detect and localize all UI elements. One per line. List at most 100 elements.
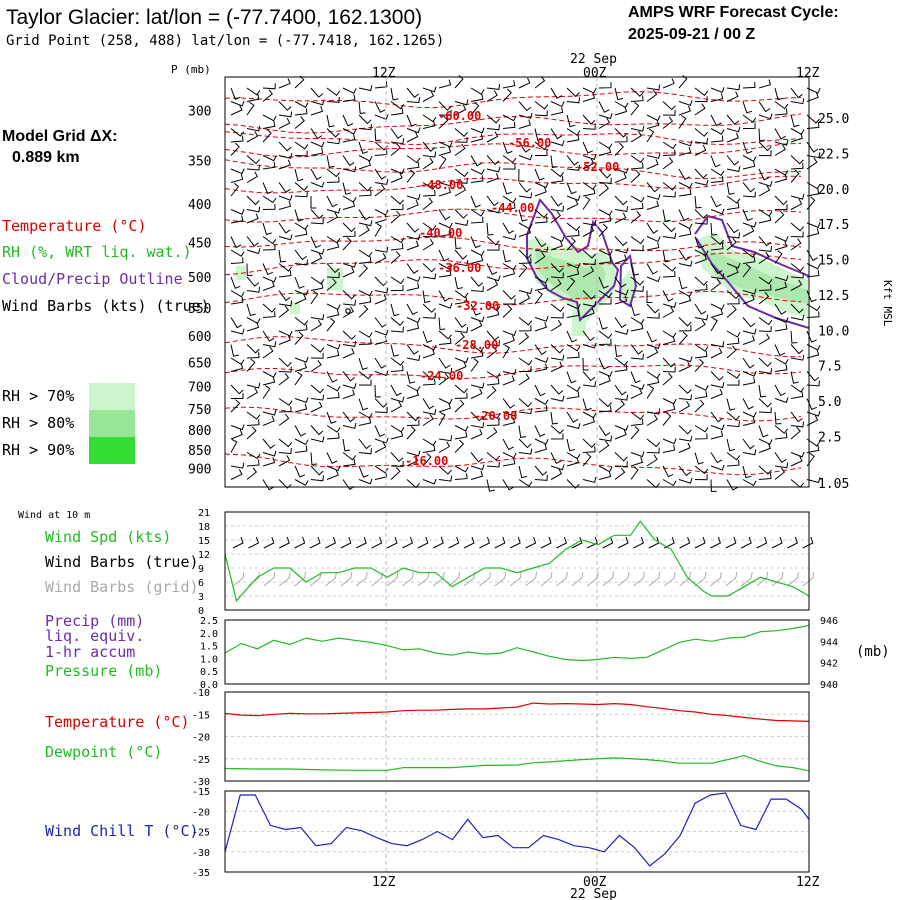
wind-barb xyxy=(502,163,516,170)
wind-barb xyxy=(390,138,405,145)
wind-barb xyxy=(806,196,816,210)
wind-barb xyxy=(598,223,608,237)
pressure-tick: 750 xyxy=(188,403,211,418)
wind-barb xyxy=(278,200,292,210)
wind-barb xyxy=(630,323,644,332)
wind-barb xyxy=(694,137,708,144)
wind-barb xyxy=(710,93,724,102)
wind-barb xyxy=(278,330,293,337)
wind-barb xyxy=(678,442,691,453)
wind-barb xyxy=(534,315,549,322)
wind-barb xyxy=(262,195,277,204)
wind-barb xyxy=(758,368,773,374)
wind-barb xyxy=(310,181,325,188)
wind-barb xyxy=(566,97,580,104)
wind-barb xyxy=(374,222,382,237)
wind-barb xyxy=(486,195,499,207)
wind-barb xyxy=(470,388,483,399)
wind-barb xyxy=(742,155,757,162)
wind-barb xyxy=(582,416,596,426)
wind-barb xyxy=(246,419,260,426)
wind-barb xyxy=(262,385,271,399)
wind-barb xyxy=(630,210,642,224)
wind-barb xyxy=(774,236,789,242)
wind-barb xyxy=(806,222,821,229)
wind-barb xyxy=(502,438,514,451)
wind-barb xyxy=(806,228,820,237)
wind-barb xyxy=(231,393,244,399)
legend-liq-equiv: liq. equiv. xyxy=(45,627,144,645)
wind-barb xyxy=(262,222,272,236)
temp-dewpoint-panel: Temperature (°C) Dewpoint (°C) -10 -15 -20… xyxy=(45,688,810,788)
wind-barb xyxy=(710,236,724,246)
wind-barb xyxy=(774,101,789,110)
wind-barb xyxy=(534,251,546,264)
precip-tick: 0.0 xyxy=(200,680,218,691)
wind-chill-panel: Wind Chill T (°C) -15 -20 -25 -30 -35 xyxy=(45,787,810,879)
wind-barb xyxy=(502,452,517,459)
wind-barb xyxy=(694,351,708,359)
wind-barb xyxy=(550,140,565,147)
wind-barb xyxy=(406,411,420,422)
wind-barb xyxy=(550,279,562,291)
wind-barb xyxy=(470,464,485,471)
wind-barb-grid xyxy=(294,571,307,587)
wind-barb xyxy=(262,244,276,251)
wind-barb xyxy=(230,104,243,116)
wind-barb xyxy=(518,141,531,153)
model-grid-label: Model Grid ΔX: xyxy=(2,128,118,145)
wind-barb xyxy=(470,249,485,257)
pressure-unit: (mb) xyxy=(856,644,890,660)
wind-barb xyxy=(326,87,341,97)
wind-barb xyxy=(550,361,563,372)
wind-barb xyxy=(358,155,373,162)
wind-barb xyxy=(630,202,644,210)
wind-barb xyxy=(294,141,309,150)
wind-barb xyxy=(678,140,693,147)
wind-barb xyxy=(374,246,389,253)
wind-barb xyxy=(342,330,356,340)
wind-barb xyxy=(758,407,772,414)
wind-barb xyxy=(246,131,259,143)
wind-barb xyxy=(246,263,253,277)
wind-barb xyxy=(230,399,241,413)
wind-barb xyxy=(710,341,725,348)
wind-barb xyxy=(598,440,610,453)
wind-barb xyxy=(678,425,692,435)
wind-barb-true xyxy=(756,536,768,549)
pressure-axis-title: P (mb) xyxy=(171,63,211,76)
wind-speed-tick: 6 xyxy=(198,578,204,589)
wind-barb xyxy=(294,228,308,237)
wind-barb xyxy=(726,459,740,467)
wind-barb xyxy=(742,249,757,258)
wind-barb xyxy=(726,126,741,133)
wind-barb xyxy=(534,290,543,305)
wind-barb xyxy=(342,261,357,268)
wind-barb xyxy=(390,236,405,244)
wind-barb xyxy=(630,457,644,467)
wind-barb xyxy=(310,196,317,209)
wind-barb xyxy=(566,351,580,359)
wind-barb xyxy=(742,417,756,426)
wind-barb xyxy=(806,303,821,312)
wind-barb xyxy=(326,452,338,464)
wind-barb xyxy=(358,256,372,264)
wind-barb xyxy=(534,363,548,372)
wind-barb xyxy=(518,168,525,182)
wind-barb xyxy=(486,236,500,246)
wind-barb xyxy=(598,113,613,120)
wind-barb xyxy=(582,123,596,130)
wind-barb xyxy=(454,431,468,440)
wind-barb xyxy=(470,303,481,316)
wind-barb xyxy=(614,429,627,440)
wind-barb xyxy=(294,371,303,386)
wind-barb xyxy=(614,128,628,138)
wind-barb xyxy=(758,214,772,224)
wind-barb xyxy=(582,141,594,154)
wind-barb xyxy=(758,150,772,157)
wind-barb xyxy=(342,195,357,203)
wind-barb xyxy=(502,121,516,129)
legend-dewpoint: Dewpoint (°C) xyxy=(45,743,162,761)
wind-barb xyxy=(758,185,771,197)
wind-barb xyxy=(486,114,500,124)
